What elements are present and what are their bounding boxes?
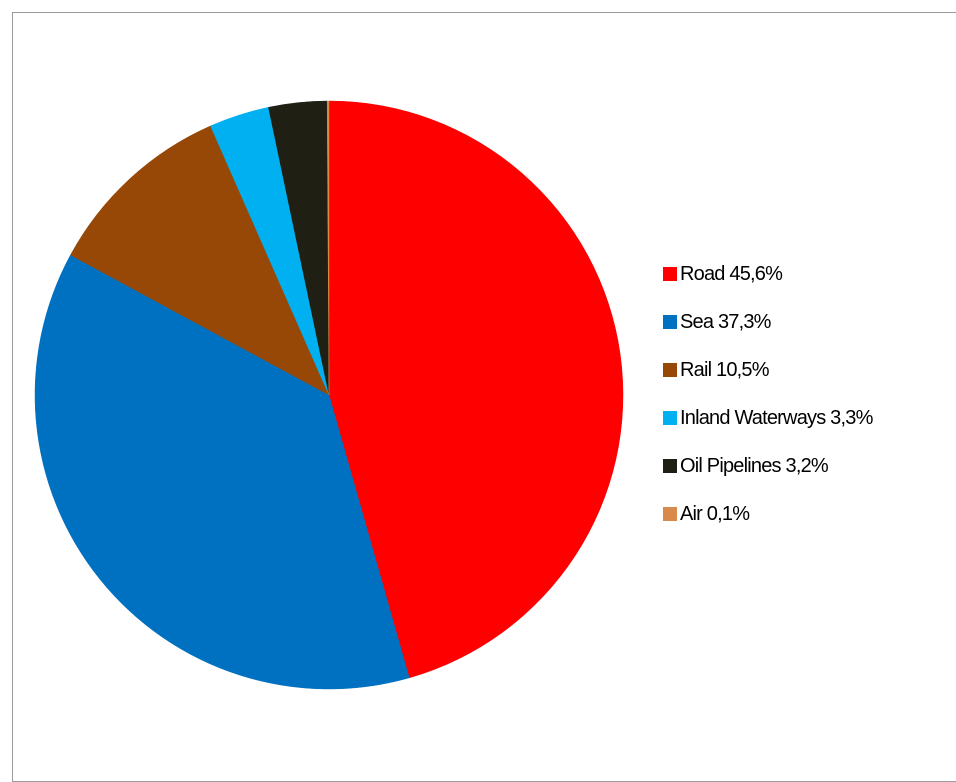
legend-label-rail: Rail 10,5% <box>680 358 770 381</box>
legend-item-inland-waterways: Inland Waterways 3,3% <box>663 406 873 430</box>
legend-label-road: Road 45,6% <box>680 262 783 285</box>
pie-slice-air <box>326 100 330 396</box>
legend-item-oil-pipelines: Oil Pipelines 3,2% <box>663 454 873 478</box>
legend-label-sea: Sea 37,3% <box>680 310 771 333</box>
legend-swatch-rail <box>663 363 677 377</box>
pie-slice-sea <box>34 254 410 690</box>
pie-slice-road <box>328 100 624 679</box>
legend-swatch-inland-waterways <box>663 411 677 425</box>
legend-swatch-road <box>663 267 677 281</box>
legend-swatch-air <box>663 507 677 521</box>
pie-slices <box>34 100 624 690</box>
legend-label-oil-pipelines: Oil Pipelines 3,2% <box>680 454 829 477</box>
legend-label-inland-waterways: Inland Waterways 3,3% <box>680 406 873 429</box>
legend-item-air: Air 0,1% <box>663 502 873 526</box>
legend: Road 45,6% Sea 37,3% Rail 10,5% Inland W… <box>663 262 873 550</box>
pie-slice-rail <box>70 125 330 396</box>
legend-item-road: Road 45,6% <box>663 262 873 286</box>
legend-item-sea: Sea 37,3% <box>663 310 873 334</box>
legend-swatch-sea <box>663 315 677 329</box>
legend-swatch-oil-pipelines <box>663 459 677 473</box>
legend-item-rail: Rail 10,5% <box>663 358 873 382</box>
legend-label-air: Air 0,1% <box>680 502 750 525</box>
